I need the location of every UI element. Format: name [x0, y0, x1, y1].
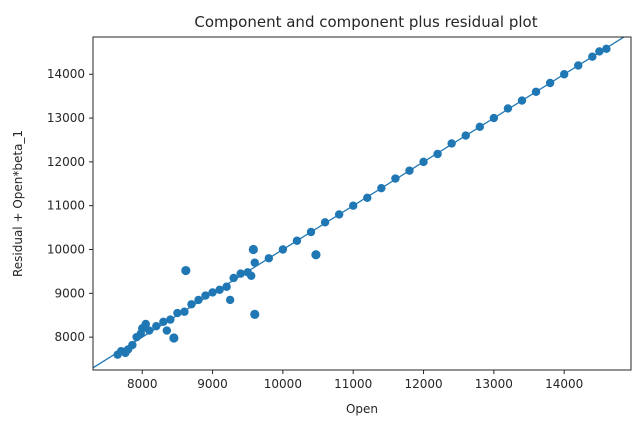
chart-title: Component and component plus residual pl… [194, 13, 537, 31]
scatter-point [162, 326, 172, 335]
scatter-point [377, 183, 386, 193]
scatter-point [588, 52, 597, 61]
scatter-point [159, 317, 168, 327]
scatter-point [559, 70, 569, 79]
scatter-point [236, 269, 245, 278]
scatter-point [187, 300, 196, 309]
scatter-point [489, 113, 499, 123]
y-axis: 8000 9000 10000 11000 12000 13000 14000 [47, 67, 93, 344]
scatter-point [173, 308, 182, 318]
scatter-point [250, 258, 259, 267]
x-tick-label: 14000 [545, 377, 583, 391]
scatter-point [349, 201, 358, 210]
scatter-point [141, 319, 150, 329]
y-tick-label: 8000 [54, 330, 85, 344]
scatter-point [128, 340, 137, 350]
y-tick-label: 14000 [47, 67, 85, 81]
y-tick-label: 11000 [47, 199, 85, 213]
x-tick-label: 11000 [334, 377, 372, 391]
scatter-point [531, 87, 541, 96]
scatter-point [306, 227, 316, 237]
scatter-point [503, 104, 513, 113]
scatter-point [222, 282, 231, 291]
scatter-point [419, 157, 428, 167]
scatter-point [334, 210, 344, 219]
plot-layer [93, 37, 626, 369]
scatter-point [247, 271, 256, 280]
y-axis-label: Residual + Open*beta_1 [11, 130, 25, 277]
scatter-point [363, 193, 372, 203]
scatter-point [225, 295, 235, 305]
scatter-point [447, 139, 456, 148]
scatter-point [595, 47, 604, 56]
scatter-point [475, 122, 484, 132]
x-axis-label: Open [346, 402, 378, 416]
outlier-point [311, 250, 321, 260]
scatter-point [433, 149, 442, 159]
scatter-point [545, 78, 555, 88]
scatter-point [180, 307, 189, 316]
scatter-point [278, 245, 288, 254]
y-tick-label: 9000 [54, 286, 85, 300]
scatter-point [320, 218, 330, 227]
outlier-point [250, 309, 260, 319]
outlier-point [248, 244, 258, 255]
scatter-point [215, 285, 224, 295]
scatter-point [517, 96, 527, 105]
scatter-point [461, 131, 470, 140]
scatter-point [574, 61, 583, 70]
outlier-point [169, 333, 179, 343]
y-tick-label: 12000 [47, 155, 85, 169]
scatter-point [264, 254, 274, 263]
x-tick-label: 12000 [404, 377, 442, 391]
scatter-point [208, 288, 217, 297]
scatter-point [145, 326, 154, 335]
outlier-point [181, 265, 191, 276]
y-tick-label: 13000 [47, 111, 85, 125]
scatter-point [292, 236, 302, 245]
scatter-point [166, 315, 175, 324]
scatter-point [229, 273, 238, 283]
scatter-point [391, 174, 400, 183]
scatter-point [405, 166, 414, 175]
x-tick-label: 9000 [197, 377, 228, 391]
plot-frame [92, 36, 632, 371]
scatter-point [194, 295, 203, 305]
x-tick-label: 13000 [475, 377, 513, 391]
y-tick-label: 10000 [47, 243, 85, 257]
x-tick-label: 8000 [127, 377, 158, 391]
x-tick-label: 10000 [264, 377, 302, 391]
scatter-point [602, 44, 611, 54]
scatter-point [152, 321, 161, 331]
scatter-point [201, 291, 210, 300]
x-axis: 8000 9000 10000 11000 12000 13000 14000 [127, 370, 583, 391]
